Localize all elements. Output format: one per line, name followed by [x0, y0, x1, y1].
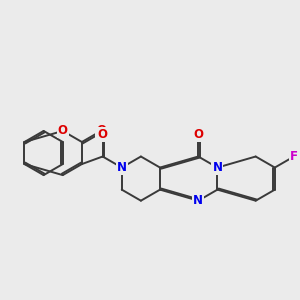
Text: F: F — [290, 150, 298, 163]
Text: N: N — [193, 194, 203, 207]
Text: N: N — [117, 161, 127, 174]
Text: O: O — [193, 128, 203, 141]
Text: N: N — [212, 161, 222, 174]
Text: O: O — [58, 124, 68, 137]
Text: O: O — [96, 124, 106, 137]
Text: O: O — [98, 128, 108, 141]
